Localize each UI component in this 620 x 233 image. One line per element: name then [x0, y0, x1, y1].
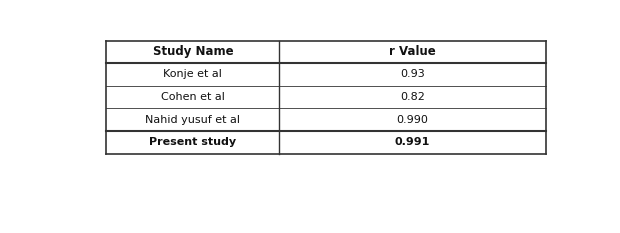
Text: r Value: r Value	[389, 45, 436, 58]
Text: Study Name: Study Name	[153, 45, 233, 58]
Text: Nahid yusuf et al: Nahid yusuf et al	[145, 115, 241, 125]
Text: 0.991: 0.991	[395, 137, 430, 147]
Text: 0.82: 0.82	[401, 92, 425, 102]
Text: 0.990: 0.990	[397, 115, 428, 125]
Text: Konje et al: Konje et al	[164, 69, 222, 79]
Text: Present study: Present study	[149, 137, 236, 147]
Text: 0.93: 0.93	[401, 69, 425, 79]
Text: Cohen et al: Cohen et al	[161, 92, 225, 102]
